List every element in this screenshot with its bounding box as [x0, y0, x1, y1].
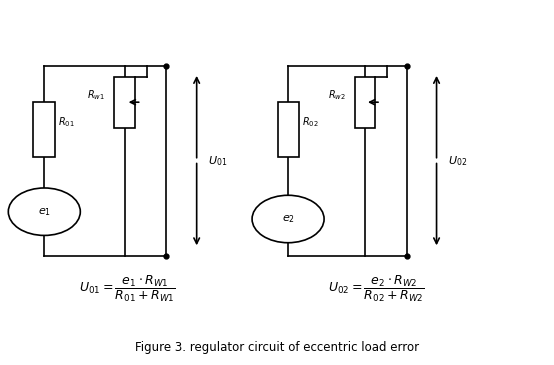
Text: $e_1$: $e_1$	[38, 206, 51, 218]
Bar	[114, 77, 135, 128]
Text: $e_2$: $e_2$	[281, 213, 295, 225]
Text: $R_{01}$: $R_{01}$	[58, 115, 75, 129]
Bar	[33, 102, 55, 157]
Bar	[278, 102, 299, 157]
Text: $U_{01} = \dfrac{e_1 \cdot R_{W1}}{R_{01} + R_{W1}}$: $U_{01} = \dfrac{e_1 \cdot R_{W1}}{R_{01…	[79, 274, 176, 304]
Text: $R_{02}$: $R_{02}$	[302, 115, 319, 129]
Bar	[355, 77, 375, 128]
Circle shape	[252, 195, 324, 243]
Text: $U_{02} = \dfrac{e_2 \cdot R_{W2}}{R_{02} + R_{W2}}$: $U_{02} = \dfrac{e_2 \cdot R_{W2}}{R_{02…	[329, 274, 425, 304]
Circle shape	[8, 188, 80, 235]
Text: $R_{w1}$: $R_{w1}$	[88, 88, 105, 102]
Text: $U_{02}$: $U_{02}$	[448, 154, 467, 168]
Text: Figure 3. regulator circuit of eccentric load error: Figure 3. regulator circuit of eccentric…	[135, 341, 419, 354]
Text: $U_{01}$: $U_{01}$	[208, 154, 227, 168]
Text: $R_{w2}$: $R_{w2}$	[329, 88, 346, 102]
